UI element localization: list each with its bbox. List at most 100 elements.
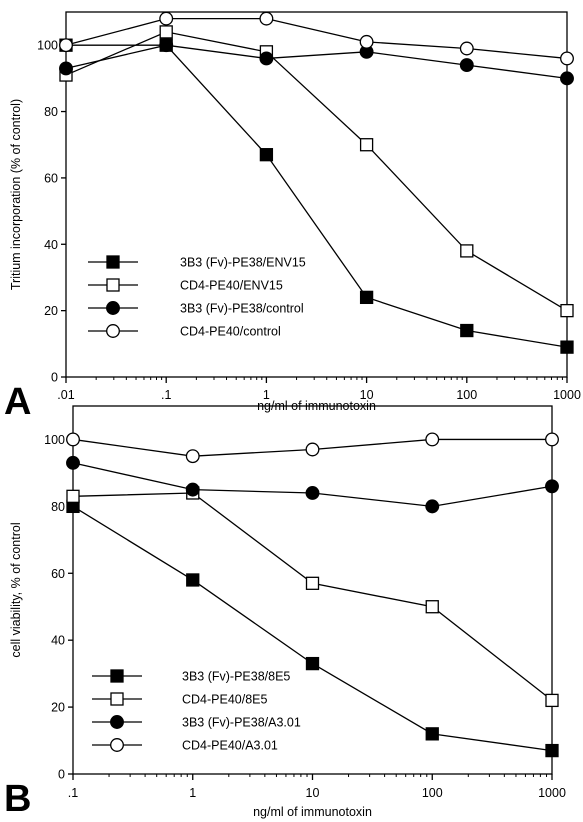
legend-marker xyxy=(110,692,124,706)
data-point xyxy=(560,340,574,354)
legend-marker xyxy=(110,715,124,729)
legend-label: 3B3 (Fv)-PE38/ENV15 xyxy=(180,256,306,270)
data-point xyxy=(359,138,374,152)
series-3 xyxy=(66,455,559,514)
legend-label: 3B3 (Fv)-PE38/control xyxy=(180,302,304,316)
data-point xyxy=(425,432,440,447)
legend-label: 3B3 (Fv)-PE38/8E5 xyxy=(182,670,290,684)
data-point xyxy=(259,11,274,26)
x-tick-label: .1 xyxy=(68,786,78,800)
data-point xyxy=(425,600,439,614)
data-point xyxy=(305,576,320,590)
y-tick-label: 20 xyxy=(44,304,58,318)
data-point xyxy=(185,482,200,497)
legend-label: CD4-PE40/ENV15 xyxy=(180,279,283,293)
x-tick-label: 100 xyxy=(456,388,477,402)
series-1 xyxy=(59,38,574,354)
legend-marker xyxy=(106,255,120,269)
x-axis-label: ng/ml of immunotoxin xyxy=(253,805,372,819)
legend-label: CD4-PE40/control xyxy=(180,325,281,339)
legend: 3B3 (Fv)-PE38/ENV15 CD4-PE40/ENV15 3B3 (Fv… xyxy=(88,255,306,339)
legend-marker xyxy=(106,324,120,338)
data-point xyxy=(545,743,559,758)
legend-label: CD4-PE40/A3.01 xyxy=(182,739,278,753)
data-point xyxy=(459,41,474,56)
data-point xyxy=(545,693,559,708)
data-point xyxy=(460,244,474,258)
series-line xyxy=(65,31,568,312)
x-tick-label: 1 xyxy=(189,786,196,800)
legend-marker xyxy=(110,669,124,683)
data-point xyxy=(305,486,320,500)
x-tick-label: .01 xyxy=(57,388,74,402)
data-point xyxy=(66,455,80,470)
data-point xyxy=(425,499,440,514)
y-tick-label: 60 xyxy=(51,567,65,581)
x-tick-label: 100 xyxy=(422,786,443,800)
data-point xyxy=(159,38,174,53)
x-tick-label: 1000 xyxy=(553,388,581,402)
data-point xyxy=(186,573,200,587)
panel-label-b: B xyxy=(4,778,32,820)
x-tick-label: 10 xyxy=(360,388,374,402)
y-tick-label: 20 xyxy=(51,701,65,715)
data-point xyxy=(159,11,174,26)
chart-panel-b: 0 20 40 60 80 100 .1 1 10 100 1000 ng/ml of immunot… xyxy=(9,405,566,819)
y-tick-label: 0 xyxy=(51,371,58,385)
legend: 3B3 (Fv)-PE38/8E5 CD4-PE40/8E5 3B3 (Fv)-PE… xyxy=(92,669,301,753)
series-line xyxy=(72,505,553,752)
series-4 xyxy=(66,432,559,464)
series-line xyxy=(65,44,568,80)
series-2 xyxy=(66,486,559,708)
legend-label: CD4-PE40/8E5 xyxy=(182,693,268,707)
x-tick-label: .1 xyxy=(161,388,171,402)
data-point xyxy=(305,442,320,457)
data-point xyxy=(545,479,559,494)
legend-label: 3B3 (Fv)-PE38/A3.01 xyxy=(182,716,301,730)
legend-marker xyxy=(106,301,120,315)
data-point xyxy=(359,34,374,49)
y-tick-label: 100 xyxy=(44,433,65,447)
data-point xyxy=(259,51,274,66)
y-tick-label: 0 xyxy=(58,768,65,782)
data-point xyxy=(59,61,73,76)
y-axis-label: Tritium incorporation (% of control) xyxy=(9,99,23,290)
data-point xyxy=(259,148,274,162)
y-tick-label: 40 xyxy=(51,634,65,648)
series-1 xyxy=(66,499,559,758)
y-tick-label: 40 xyxy=(44,238,58,252)
data-point xyxy=(460,323,474,338)
data-point xyxy=(159,25,173,39)
y-tick-label: 100 xyxy=(37,39,58,53)
data-point xyxy=(560,303,574,318)
series-4 xyxy=(59,11,574,66)
y-axis-label: cell viability, % of control xyxy=(9,522,23,657)
y-tick-label: 60 xyxy=(44,171,58,185)
series-line xyxy=(66,44,568,348)
data-point xyxy=(560,51,574,66)
x-tick-label: 1 xyxy=(263,388,270,402)
plot-frame xyxy=(72,405,553,775)
y-tick-label: 80 xyxy=(44,105,58,119)
data-point xyxy=(66,432,80,447)
series-line xyxy=(65,17,568,60)
plot-frame xyxy=(65,11,568,378)
data-point xyxy=(560,71,574,86)
data-point xyxy=(425,727,439,741)
legend-marker xyxy=(106,278,120,292)
y-tick-label: 80 xyxy=(51,500,65,514)
data-point xyxy=(359,290,374,305)
data-point xyxy=(185,449,200,464)
data-point xyxy=(66,489,80,503)
x-tick-label: 1000 xyxy=(538,786,566,800)
data-point xyxy=(545,432,559,447)
legend-marker xyxy=(110,738,124,752)
data-point xyxy=(305,656,320,671)
series-3 xyxy=(59,38,574,86)
data-point xyxy=(459,58,474,73)
data-point xyxy=(59,38,73,53)
x-tick-label: 10 xyxy=(306,786,320,800)
panel-label-a: A xyxy=(4,381,32,423)
